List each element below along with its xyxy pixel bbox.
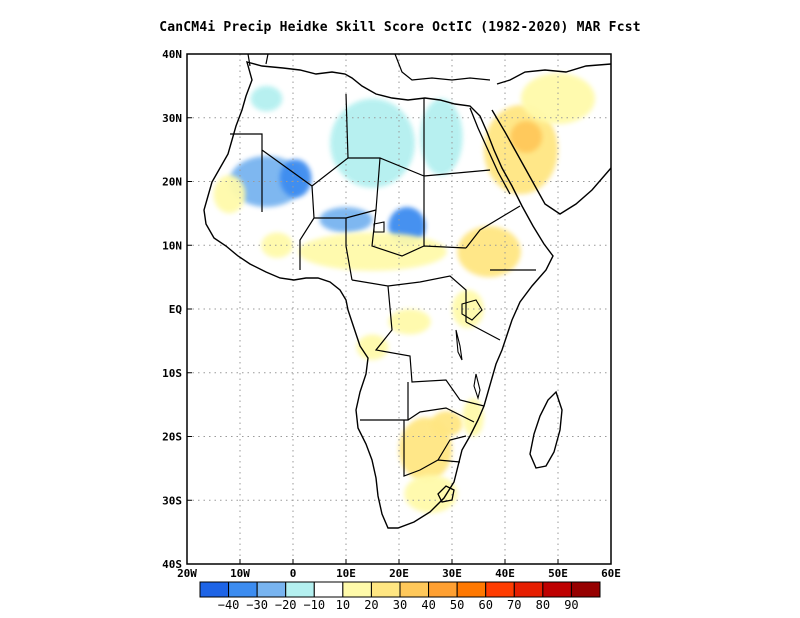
colorbar-label: 80 <box>536 598 550 612</box>
colorbar-swatch <box>313 581 344 598</box>
tick-label-lat: EQ <box>169 303 183 316</box>
colorbar: −40 −30 −20 −10 10 20 30 40 50 60 70 80 90 <box>199 581 601 612</box>
skill-region-south-africa-positive <box>404 474 458 513</box>
skill-region-egypt-negative <box>420 98 463 176</box>
colorbar-label: −20 <box>275 598 297 612</box>
tick-label-lat: 30N <box>162 112 182 125</box>
colorbar-swatch <box>285 581 315 598</box>
colorbar-label: 60 <box>478 598 492 612</box>
skill-region-zimbabwe-positive <box>430 411 463 437</box>
skill-region-mozambique-positive <box>462 398 484 437</box>
colorbar-label: −10 <box>303 598 325 612</box>
colorbar-swatch <box>570 581 601 598</box>
colorbar-swatch <box>256 581 287 598</box>
tick-label-lat: 30S <box>162 494 182 507</box>
colorbar-label: 40 <box>421 598 435 612</box>
colorbar-label: 90 <box>564 598 578 612</box>
tick-label-lon: 20E <box>389 567 409 580</box>
tick-label-lat: 10N <box>162 239 182 252</box>
colorbar-label: 20 <box>364 598 378 612</box>
tick-label-lon: 40E <box>495 567 515 580</box>
lake-chad <box>373 221 385 233</box>
colorbar-label: −40 <box>218 598 240 612</box>
lake-malawi <box>473 373 481 400</box>
lake-tanganyika <box>455 329 463 361</box>
gridlines <box>187 54 611 564</box>
colorbar-swatch <box>370 581 401 598</box>
tick-label-lon: 60E <box>601 567 621 580</box>
skill-region-arabia-core-positive <box>510 120 543 153</box>
colorbar-swatch <box>456 581 487 598</box>
colorbar-swatch <box>342 581 372 598</box>
skill-region-west-africa-coast-positive <box>261 232 293 258</box>
tick-label-lat: 40N <box>162 48 182 61</box>
colorbar-label: −30 <box>246 598 268 612</box>
tick-label-lat: 10S <box>162 367 182 380</box>
lesotho-border <box>437 485 455 503</box>
skill-region-mali-negative <box>279 159 312 198</box>
tick-label-lon: 20W <box>177 567 197 580</box>
colorbar-swatch <box>542 581 572 598</box>
red-sea-west-shore <box>469 107 511 195</box>
tick-label-lon: 30E <box>442 567 462 580</box>
axis-tick-labels: 20W 10W 0 10E 20E 30E 40E 50E 60E 40N 30N 20N 10N EQ 1… <box>162 48 621 580</box>
tick-label-lat: 40S <box>162 558 182 571</box>
arabia-coastline <box>491 63 611 215</box>
skill-region-sahel-positive <box>298 232 447 271</box>
tick-label-lon: 10W <box>230 567 250 580</box>
figure-title: CanCM4i Precip Heidke Skill Score OctIC … <box>159 20 641 35</box>
madagascar <box>529 390 563 469</box>
colorbar-swatch <box>199 581 230 598</box>
tick-label-lon: 10E <box>336 567 356 580</box>
colorbar-label: 10 <box>336 598 350 612</box>
colorbar-label: 30 <box>393 598 407 612</box>
colorbar-swatch <box>428 581 458 598</box>
colorbar-swatch <box>228 581 258 598</box>
country-borders <box>230 93 536 477</box>
mediterranean-north-coast <box>247 54 491 81</box>
tick-label-lat: 20S <box>162 431 182 444</box>
colorbar-swatch <box>399 581 430 598</box>
coastlines-and-borders <box>203 54 611 529</box>
skill-region-morocco-negative <box>250 85 283 112</box>
colorbar-label: 50 <box>450 598 464 612</box>
skill-region-libya-negative <box>330 98 415 188</box>
skill-region-mauritania-positive <box>213 175 246 214</box>
africa-coastline <box>203 61 554 529</box>
tick-label-lon: 50E <box>548 567 568 580</box>
tick-label-lon: 0 <box>290 567 297 580</box>
colorbar-swatch <box>485 581 515 598</box>
tick-label-lat: 20N <box>162 176 182 189</box>
lake-victoria <box>461 299 483 321</box>
colorbar-swatch <box>513 581 544 598</box>
skill-region-congo-positive <box>388 309 431 335</box>
colorbar-label: 70 <box>507 598 521 612</box>
